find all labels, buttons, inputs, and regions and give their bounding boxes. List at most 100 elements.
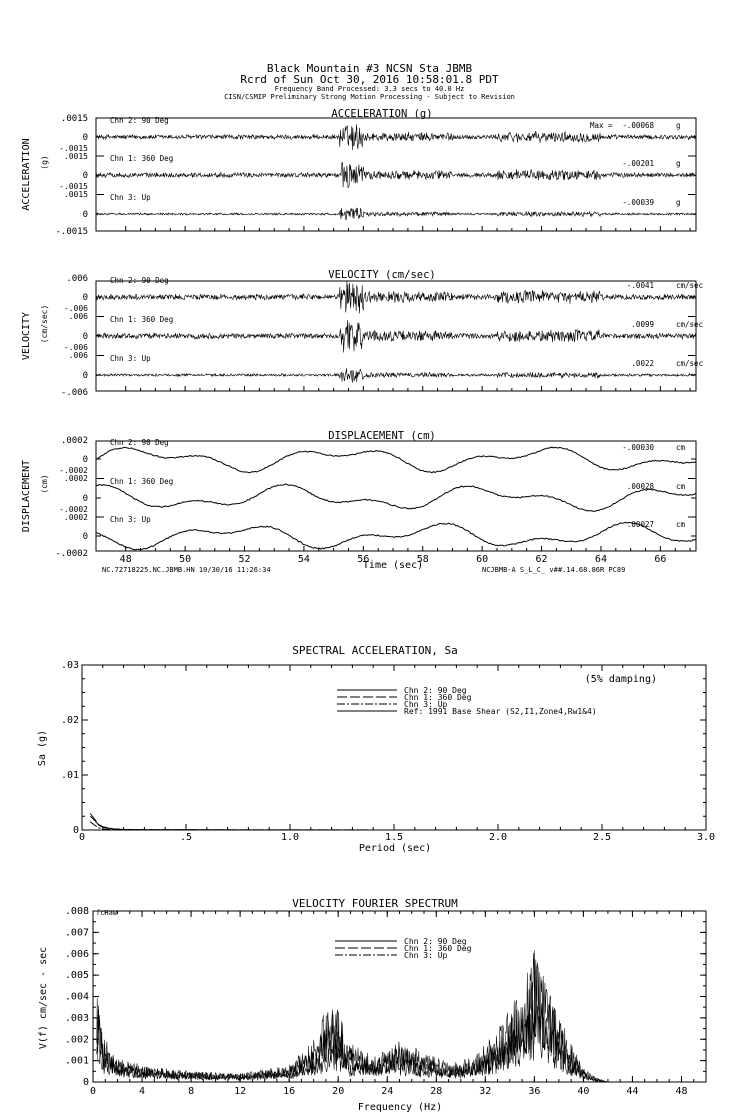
fourier-x-tick-label: 20 bbox=[332, 1086, 344, 1097]
sa-y-tick-label: .01 bbox=[61, 770, 79, 781]
fourier-y-axis-label: V(f) cm/sec - sec bbox=[38, 947, 49, 1049]
panel-y-axis-label: VELOCITY bbox=[21, 312, 32, 360]
channel-max-value: -.00030 bbox=[622, 443, 654, 452]
fourier-legend-label: Chn 3: Up bbox=[404, 951, 448, 960]
fourier-x-tick-label: 44 bbox=[626, 1086, 638, 1097]
fourier-corner-label: fcHaw bbox=[96, 909, 118, 917]
channel-max-value: -.00201 bbox=[622, 159, 654, 168]
fourier-x-axis-label: Frequency (Hz) bbox=[358, 1102, 442, 1113]
y-tick-label: -.006 bbox=[64, 304, 88, 313]
fourier-x-tick-label: 12 bbox=[234, 1086, 246, 1097]
spectral-acceleration-title: SPECTRAL ACCELERATION, Sa bbox=[292, 644, 458, 657]
y-tick-label: .0002 bbox=[64, 474, 88, 483]
time-tick-label: 56 bbox=[357, 554, 369, 565]
fourier-series-line bbox=[96, 1000, 608, 1083]
fourier-y-tick-label: .002 bbox=[65, 1034, 89, 1045]
channel-max-unit: cm bbox=[676, 482, 686, 491]
waveform-trace bbox=[95, 446, 697, 474]
y-tick-label: .0002 bbox=[61, 436, 88, 446]
sa-y-tick-label: 0 bbox=[73, 825, 79, 836]
fourier-y-tick-label: .004 bbox=[65, 992, 89, 1003]
waveform-trace bbox=[95, 521, 697, 551]
fourier-x-tick-label: 28 bbox=[430, 1086, 442, 1097]
y-tick-label: -.0015 bbox=[59, 144, 88, 153]
channel-max-value: .0099 bbox=[631, 320, 654, 329]
channel-max-unit: cm/sec bbox=[676, 359, 703, 368]
y-tick-label: 0 bbox=[83, 332, 88, 342]
channel-max-value: -.0041 bbox=[627, 281, 654, 290]
time-tick-label: 66 bbox=[654, 554, 666, 565]
y-tick-label: -.0002 bbox=[55, 549, 88, 559]
y-tick-label: .0015 bbox=[64, 152, 88, 161]
panel-y-axis-unit: (g) bbox=[40, 155, 49, 169]
channel-max-unit: g bbox=[676, 159, 681, 168]
channel-max-unit: g bbox=[676, 198, 681, 207]
header-record-time: Rcrd of Sun Oct 30, 2016 10:58:01.8 PDT bbox=[240, 73, 499, 86]
waveform-trace bbox=[95, 368, 697, 383]
time-tick-label: 64 bbox=[595, 554, 607, 565]
sa-series-line bbox=[89, 821, 706, 831]
panel-y-axis-unit: (cm/sec) bbox=[40, 305, 49, 344]
y-tick-label: 0 bbox=[83, 371, 88, 381]
channel-max-value: .00028 bbox=[627, 482, 655, 491]
sa-x-tick-label: 2.5 bbox=[593, 832, 611, 843]
channel-max-unit: cm/sec bbox=[676, 281, 703, 290]
sa-x-axis-label: Period (sec) bbox=[359, 843, 431, 854]
y-tick-label: 0 bbox=[83, 455, 88, 465]
footer-processing-version: NCJBMB-A S_L_C_ v##.14.68.86R PC89 bbox=[482, 566, 625, 574]
panel-title: VELOCITY (cm/sec) bbox=[328, 269, 435, 281]
time-tick-label: 50 bbox=[179, 554, 191, 565]
time-tick-label: 54 bbox=[298, 554, 310, 565]
y-tick-label: -.0015 bbox=[59, 182, 88, 191]
waveform-trace bbox=[95, 281, 697, 314]
fourier-y-tick-label: .006 bbox=[65, 949, 89, 960]
y-tick-label: .006 bbox=[69, 312, 88, 321]
waveform-trace bbox=[95, 483, 697, 512]
sa-y-tick-label: .03 bbox=[61, 660, 79, 671]
channel-name: Chn 3: Up bbox=[110, 193, 151, 202]
fourier-x-tick-label: 32 bbox=[479, 1086, 491, 1097]
time-tick-label: 58 bbox=[417, 554, 429, 565]
panel-y-axis-unit: (cm) bbox=[40, 474, 49, 493]
sa-x-tick-label: 3.0 bbox=[697, 832, 715, 843]
fourier-y-tick-label: .003 bbox=[65, 1013, 89, 1024]
channel-name: Chn 2: 90 Deg bbox=[110, 438, 169, 447]
time-axis-label: Time (sec) bbox=[363, 560, 423, 571]
channel-name: Chn 2: 90 Deg bbox=[110, 116, 169, 125]
channel-name: Chn 1: 360 Deg bbox=[110, 154, 173, 163]
sa-series-line bbox=[89, 813, 706, 831]
fourier-x-tick-label: 40 bbox=[577, 1086, 589, 1097]
fourier-x-tick-label: 0 bbox=[90, 1086, 96, 1097]
time-tick-label: 62 bbox=[536, 554, 548, 565]
sa-x-tick-label: 1.5 bbox=[385, 832, 403, 843]
y-tick-label: .0015 bbox=[61, 114, 88, 124]
fourier-y-tick-label: .007 bbox=[65, 927, 89, 938]
waveform-trace bbox=[95, 207, 697, 221]
channel-name: Chn 1: 360 Deg bbox=[110, 477, 173, 486]
y-tick-label: 0 bbox=[83, 133, 88, 143]
fourier-x-tick-label: 8 bbox=[188, 1086, 194, 1097]
sa-legend-label: Ref: 1991 Base Shear (S2,I1,Zone4,Rw1&4) bbox=[404, 707, 597, 716]
y-tick-label: 0 bbox=[83, 171, 88, 181]
sa-series-line bbox=[89, 815, 706, 831]
fourier-y-tick-label: 0 bbox=[83, 1077, 89, 1088]
panel-y-axis-label: DISPLACEMENT bbox=[21, 460, 32, 532]
y-tick-label: 0 bbox=[83, 210, 88, 220]
damping-note: (5% damping) bbox=[585, 674, 657, 685]
fourier-x-tick-label: 16 bbox=[283, 1086, 295, 1097]
channel-name: Chn 1: 360 Deg bbox=[110, 315, 173, 324]
fourier-series-line bbox=[96, 952, 608, 1083]
channel-name: Chn 2: 90 Deg bbox=[110, 276, 169, 285]
panel-title: DISPLACEMENT (cm) bbox=[328, 430, 435, 442]
waveform-trace bbox=[95, 161, 697, 189]
sa-legend-label: Chn 3: Up bbox=[404, 700, 448, 709]
panel-title: ACCELERATION (g) bbox=[331, 108, 432, 120]
waveform-trace bbox=[95, 124, 697, 151]
y-tick-label: -.0002 bbox=[59, 505, 88, 514]
y-tick-label: 0 bbox=[83, 494, 88, 504]
sa-x-tick-label: .5 bbox=[180, 832, 192, 843]
channel-max-value: -.00068 bbox=[622, 121, 654, 130]
header-processing-note: CISN/CSMIP Preliminary Strong Motion Pro… bbox=[224, 93, 515, 101]
fourier-y-tick-label: .008 bbox=[65, 906, 89, 917]
sa-y-axis-label: Sa (g) bbox=[37, 730, 48, 766]
